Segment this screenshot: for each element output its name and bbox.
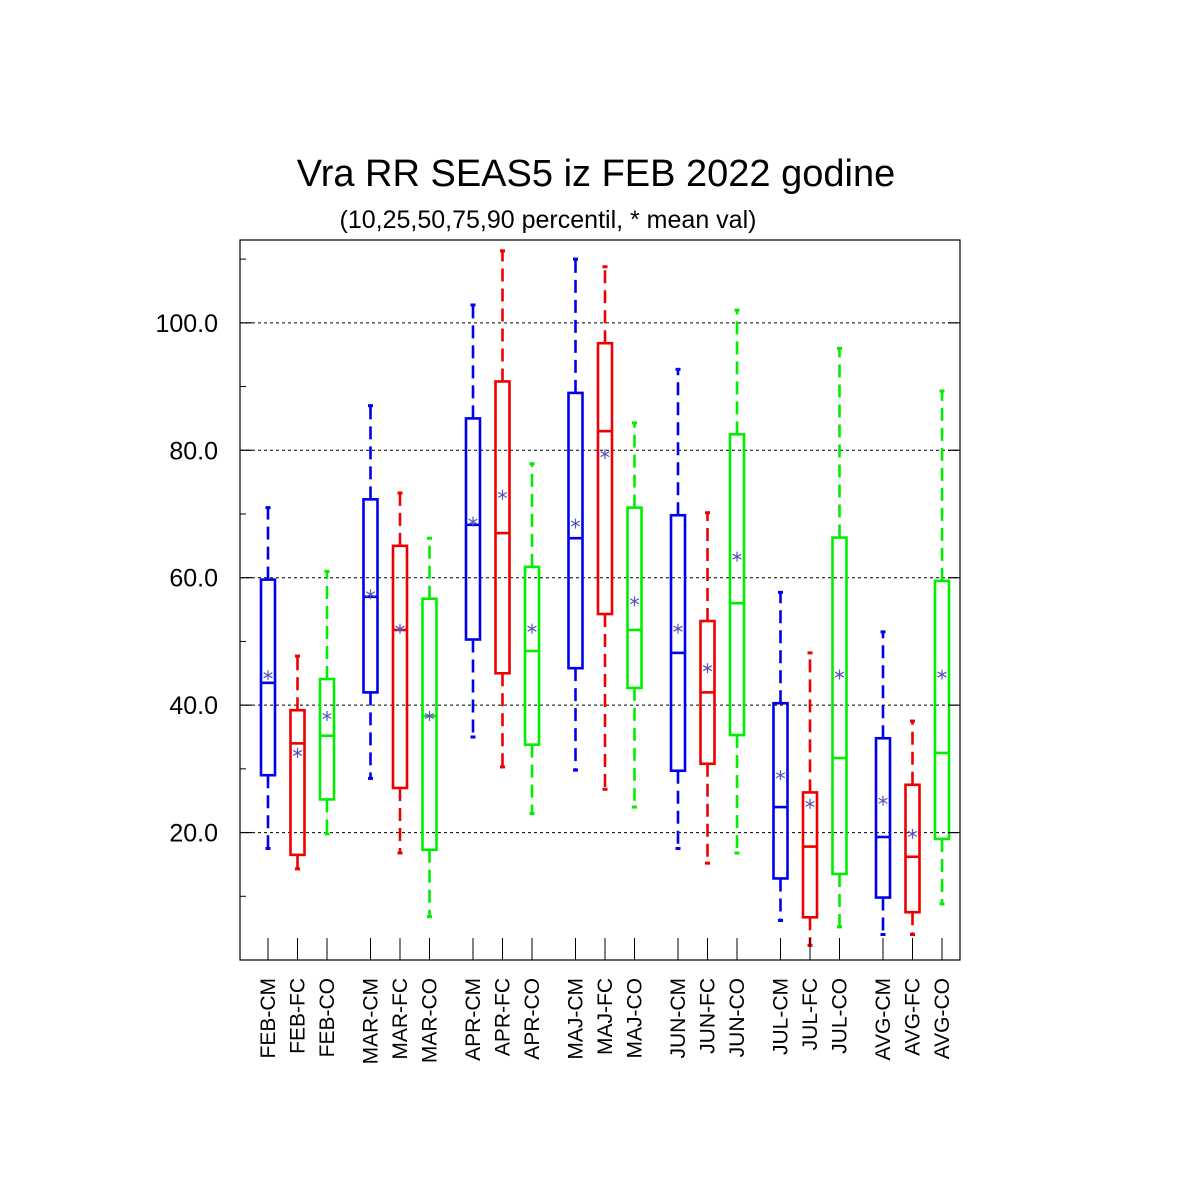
mean-marker	[673, 623, 683, 634]
x-tick-label: JUN-CO	[726, 978, 749, 1057]
mean-marker	[937, 669, 947, 680]
box-feb-cm	[259, 506, 277, 850]
x-tick-label: AVG-CM	[872, 978, 895, 1060]
mean-marker	[570, 518, 581, 529]
y-tick-label: 80.0	[169, 437, 218, 465]
box-iqr	[259, 578, 277, 777]
mean-marker	[775, 770, 786, 781]
chart-title: Vra RR SEAS5 iz FEB 2022 godine	[297, 153, 895, 195]
mean-marker	[292, 747, 303, 758]
box-mar-cm	[362, 404, 379, 780]
box-iqr	[669, 513, 687, 773]
box-jun-co	[728, 308, 746, 855]
box-avg-fc	[904, 719, 921, 937]
mean-marker	[878, 795, 888, 806]
box-avg-co	[933, 389, 951, 906]
box-jun-fc	[699, 511, 716, 865]
box-jul-cm	[772, 590, 789, 922]
x-tick-label: MAR-CM	[360, 978, 383, 1064]
grid-lines	[240, 322, 960, 834]
box-feb-fc	[289, 654, 306, 871]
box-iqr	[523, 565, 541, 746]
box-iqr	[626, 506, 643, 690]
mean-marker	[702, 663, 713, 674]
x-tick-label: JUL-FC	[799, 978, 822, 1050]
x-tick-label: FEB-CO	[316, 978, 339, 1057]
box-maj-cm	[567, 257, 584, 772]
box-apr-fc	[494, 249, 511, 769]
x-tick-label: APR-CM	[462, 978, 485, 1061]
box-iqr	[728, 433, 746, 737]
x-tick-label: APR-FC	[492, 978, 515, 1056]
x-tick-label: MAR-CO	[419, 978, 442, 1063]
y-tick-label: 100.0	[155, 310, 218, 338]
axis-layer: 20.0 40.0 60.0 80.0 100.0 FEB-CM FEB-FC FEB-CO M…	[155, 258, 960, 1064]
box-maj-fc	[596, 265, 614, 791]
x-tick-label: FEB-CM	[257, 978, 280, 1059]
box-iqr	[772, 701, 789, 880]
mean-marker	[805, 798, 815, 809]
box-jul-co	[831, 346, 848, 929]
mean-marker	[424, 710, 435, 721]
x-tick-label: JUL-CM	[770, 978, 793, 1055]
box-iqr	[464, 417, 482, 641]
x-tick-label: JUN-CM	[667, 978, 690, 1058]
x-tick-label: AVG-CO	[931, 978, 954, 1059]
mean-marker	[395, 623, 405, 634]
x-tick-label: JUL-CO	[829, 978, 852, 1054]
box-iqr	[933, 579, 951, 841]
x-tick-label: MAJ-CM	[565, 978, 588, 1060]
box-iqr	[801, 791, 819, 919]
y-tick-label: 60.0	[169, 565, 218, 593]
box-jun-cm	[669, 367, 687, 850]
box-mar-fc	[391, 491, 409, 855]
plot-frame	[239, 239, 961, 961]
box-iqr	[874, 736, 892, 899]
x-tick-label: APR-CO	[521, 978, 544, 1060]
box-apr-cm	[464, 303, 482, 739]
box-mar-co	[421, 536, 438, 919]
y-tick-label: 40.0	[169, 692, 218, 720]
box-jul-fc	[801, 651, 819, 947]
x-tick-label: AVG-FC	[902, 978, 925, 1056]
box-iqr	[318, 677, 336, 801]
mean-marker	[497, 489, 508, 500]
boxes-layer	[259, 249, 951, 947]
mean-marker	[834, 669, 845, 680]
x-tick-label: FEB-FC	[287, 978, 310, 1054]
box-iqr	[289, 708, 306, 857]
box-avg-cm	[874, 630, 892, 937]
box-iqr	[494, 380, 511, 675]
box-apr-co	[523, 462, 541, 815]
box-iqr	[391, 544, 409, 790]
mean-marker	[732, 551, 742, 562]
mean-marker	[629, 596, 640, 607]
mean-marker	[600, 449, 610, 460]
box-iqr	[596, 341, 614, 616]
mean-marker	[263, 670, 273, 681]
mean-marker	[365, 589, 376, 600]
box-feb-co	[318, 569, 336, 836]
x-tick-label: JUN-FC	[697, 978, 720, 1054]
box-iqr	[567, 391, 584, 670]
y-tick-label: 20.0	[169, 820, 218, 848]
box-iqr	[904, 783, 921, 914]
x-tick-label: MAJ-CO	[624, 978, 647, 1059]
x-tick-label: MAJ-FC	[594, 978, 617, 1055]
mean-marker	[322, 710, 332, 721]
mean-marker	[468, 516, 478, 527]
mean-marker	[907, 828, 918, 839]
mean-marker	[527, 623, 537, 634]
box-iqr	[831, 536, 848, 876]
box-maj-co	[626, 421, 643, 809]
chart-subtitle: (10,25,50,75,90 percentil, * mean val)	[340, 206, 757, 234]
x-tick-label: MAR-FC	[389, 978, 412, 1060]
box-iqr	[421, 597, 438, 852]
